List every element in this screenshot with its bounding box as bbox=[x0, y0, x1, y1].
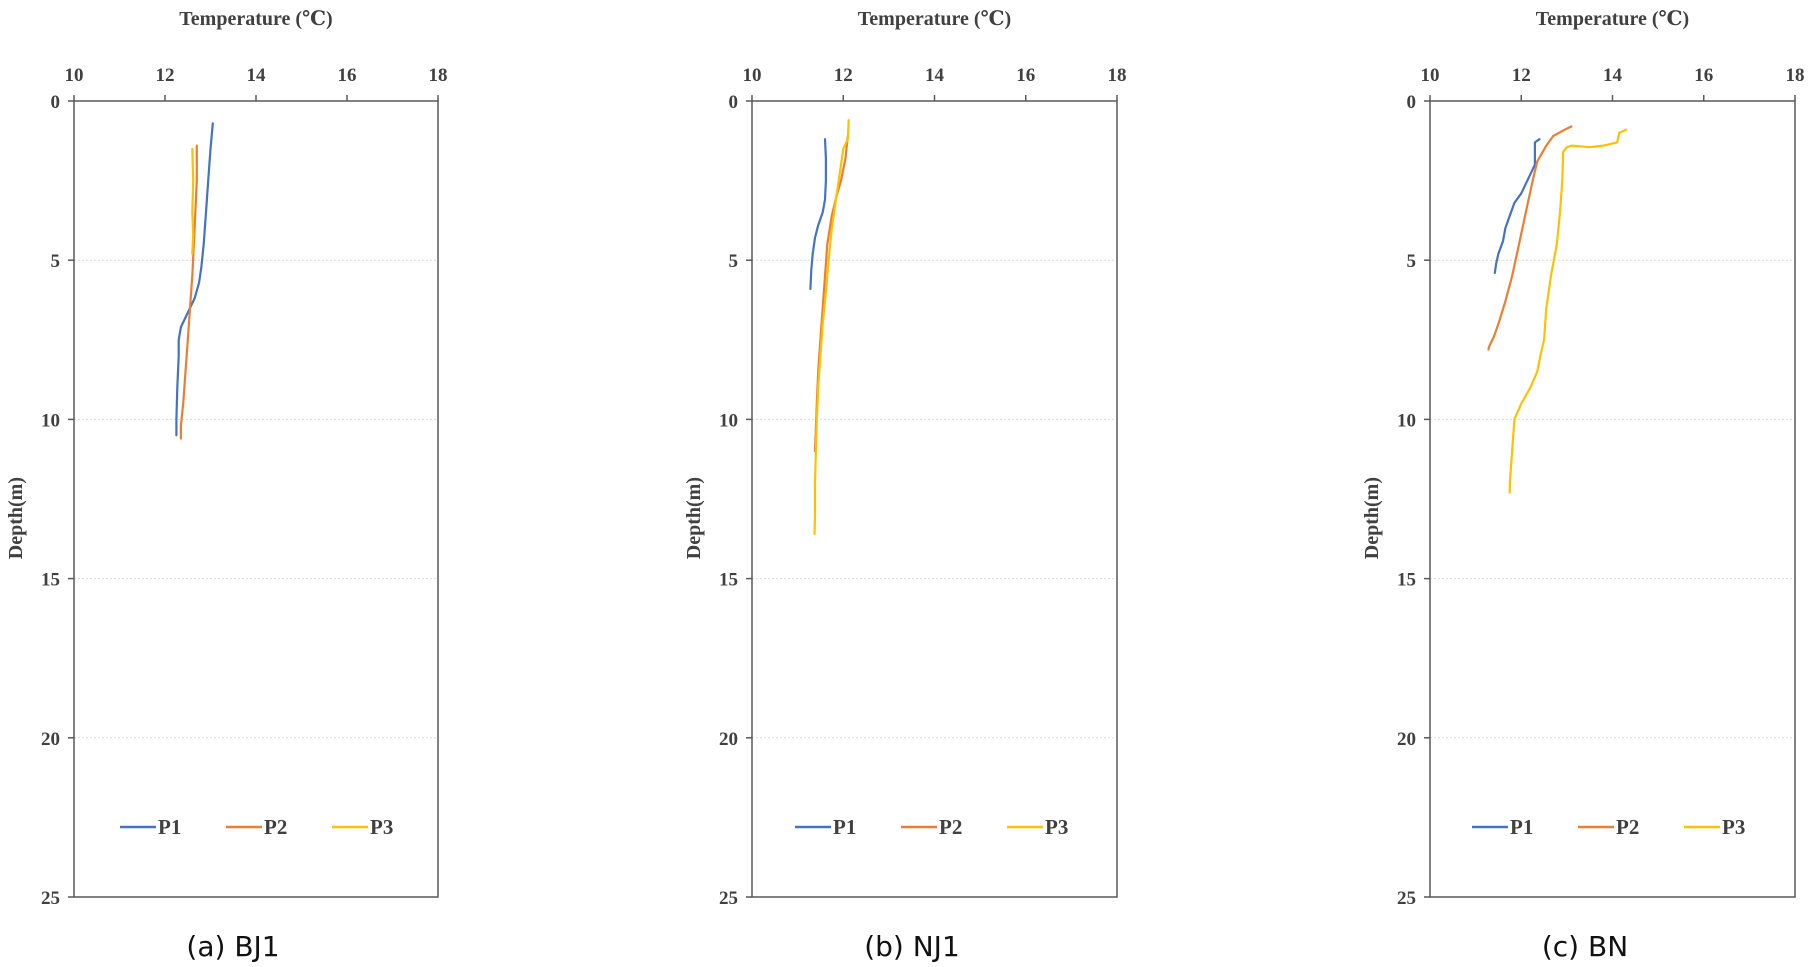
y-tick-label: 20 bbox=[41, 729, 60, 750]
y-axis-title: Depth(m) bbox=[683, 477, 705, 559]
x-tick-label: 12 bbox=[834, 65, 853, 86]
x-tick-label: 18 bbox=[1786, 65, 1805, 86]
x-tick-label: 18 bbox=[1108, 65, 1127, 86]
x-tick-label: 16 bbox=[1016, 65, 1035, 86]
y-tick-label: 0 bbox=[51, 92, 61, 113]
y-tick-label: 5 bbox=[51, 251, 61, 272]
x-tick-label: 14 bbox=[247, 65, 267, 86]
x-tick-label: 10 bbox=[1421, 65, 1440, 86]
legend-label-p2: P2 bbox=[1616, 815, 1639, 839]
y-tick-label: 10 bbox=[719, 410, 738, 431]
y-tick-label: 10 bbox=[41, 410, 60, 431]
y-tick-label: 5 bbox=[729, 251, 739, 272]
y-tick-label: 5 bbox=[1407, 251, 1417, 272]
x-tick-label: 18 bbox=[429, 65, 448, 86]
series-line-p1 bbox=[1493, 138, 1541, 274]
legend-label-p1: P1 bbox=[158, 815, 181, 839]
x-tick-label: 12 bbox=[1512, 65, 1531, 86]
x-tick-label: 10 bbox=[743, 65, 762, 86]
x-tick-label: 16 bbox=[1694, 65, 1713, 86]
series-line-p2 bbox=[179, 144, 198, 440]
y-axis-title: Depth(m) bbox=[1361, 477, 1383, 559]
x-tick-label: 14 bbox=[1603, 65, 1623, 86]
plot-frame bbox=[1429, 100, 1796, 898]
series-line-p3 bbox=[191, 147, 195, 255]
series-line-p1 bbox=[809, 138, 827, 290]
y-tick-label: 25 bbox=[1397, 888, 1416, 909]
x-axis-title: Temperature (℃) bbox=[1536, 8, 1689, 30]
legend-label-p3: P3 bbox=[1045, 815, 1068, 839]
plot-frame bbox=[751, 100, 1118, 898]
legend: P1 P2 P3 bbox=[1472, 815, 1745, 839]
chart-panel-3: 10 12 14 16 18 0 5 10 15 20 25 Temperature (℃) Depth… bbox=[1361, 8, 1805, 963]
y-tick-label: 25 bbox=[41, 888, 60, 909]
y-tick-label: 10 bbox=[1397, 410, 1416, 431]
series-line-p3 bbox=[813, 119, 850, 536]
chart-panel-2: 10 12 14 16 18 0 5 10 15 20 25 Temperature (℃) Depth… bbox=[683, 8, 1127, 963]
legend: P1 P2 P3 bbox=[120, 815, 393, 839]
y-tick-label: 0 bbox=[729, 92, 739, 113]
legend-label-p2: P2 bbox=[939, 815, 962, 839]
y-tick-label: 15 bbox=[719, 570, 738, 591]
y-tick-label: 15 bbox=[1397, 570, 1416, 591]
y-axis-title: Depth(m) bbox=[5, 477, 27, 559]
y-tick-label: 25 bbox=[719, 888, 738, 909]
legend: P1 P2 P3 bbox=[795, 815, 1068, 839]
chart-panel-1: 10 12 14 16 18 0 5 10 15 20 25 Temperature (℃) Depth… bbox=[5, 8, 448, 963]
panel-caption: (a) BJ1 bbox=[186, 930, 279, 963]
y-tick-label: 20 bbox=[1397, 729, 1416, 750]
x-axis-title: Temperature (℃) bbox=[858, 8, 1011, 30]
x-tick-label: 14 bbox=[925, 65, 945, 86]
series-line-p2 bbox=[1487, 125, 1573, 351]
legend-label-p3: P3 bbox=[1722, 815, 1745, 839]
legend-label-p2: P2 bbox=[264, 815, 287, 839]
x-tick-label: 16 bbox=[338, 65, 357, 86]
panel-caption: (c) BN bbox=[1542, 930, 1628, 963]
legend-label-p1: P1 bbox=[833, 815, 856, 839]
plot-frame bbox=[73, 100, 439, 898]
x-tick-label: 12 bbox=[156, 65, 175, 86]
y-tick-label: 15 bbox=[41, 570, 60, 591]
series-line-p1 bbox=[175, 122, 214, 437]
panel-caption: (b) NJ1 bbox=[864, 930, 960, 963]
series-line-p2 bbox=[813, 134, 849, 453]
y-tick-label: 0 bbox=[1407, 92, 1417, 113]
legend-label-p3: P3 bbox=[370, 815, 393, 839]
x-tick-label: 10 bbox=[65, 65, 84, 86]
legend-label-p1: P1 bbox=[1510, 815, 1533, 839]
y-tick-label: 20 bbox=[719, 729, 738, 750]
series-line-p3 bbox=[1508, 128, 1628, 494]
x-axis-title: Temperature (℃) bbox=[179, 8, 332, 30]
